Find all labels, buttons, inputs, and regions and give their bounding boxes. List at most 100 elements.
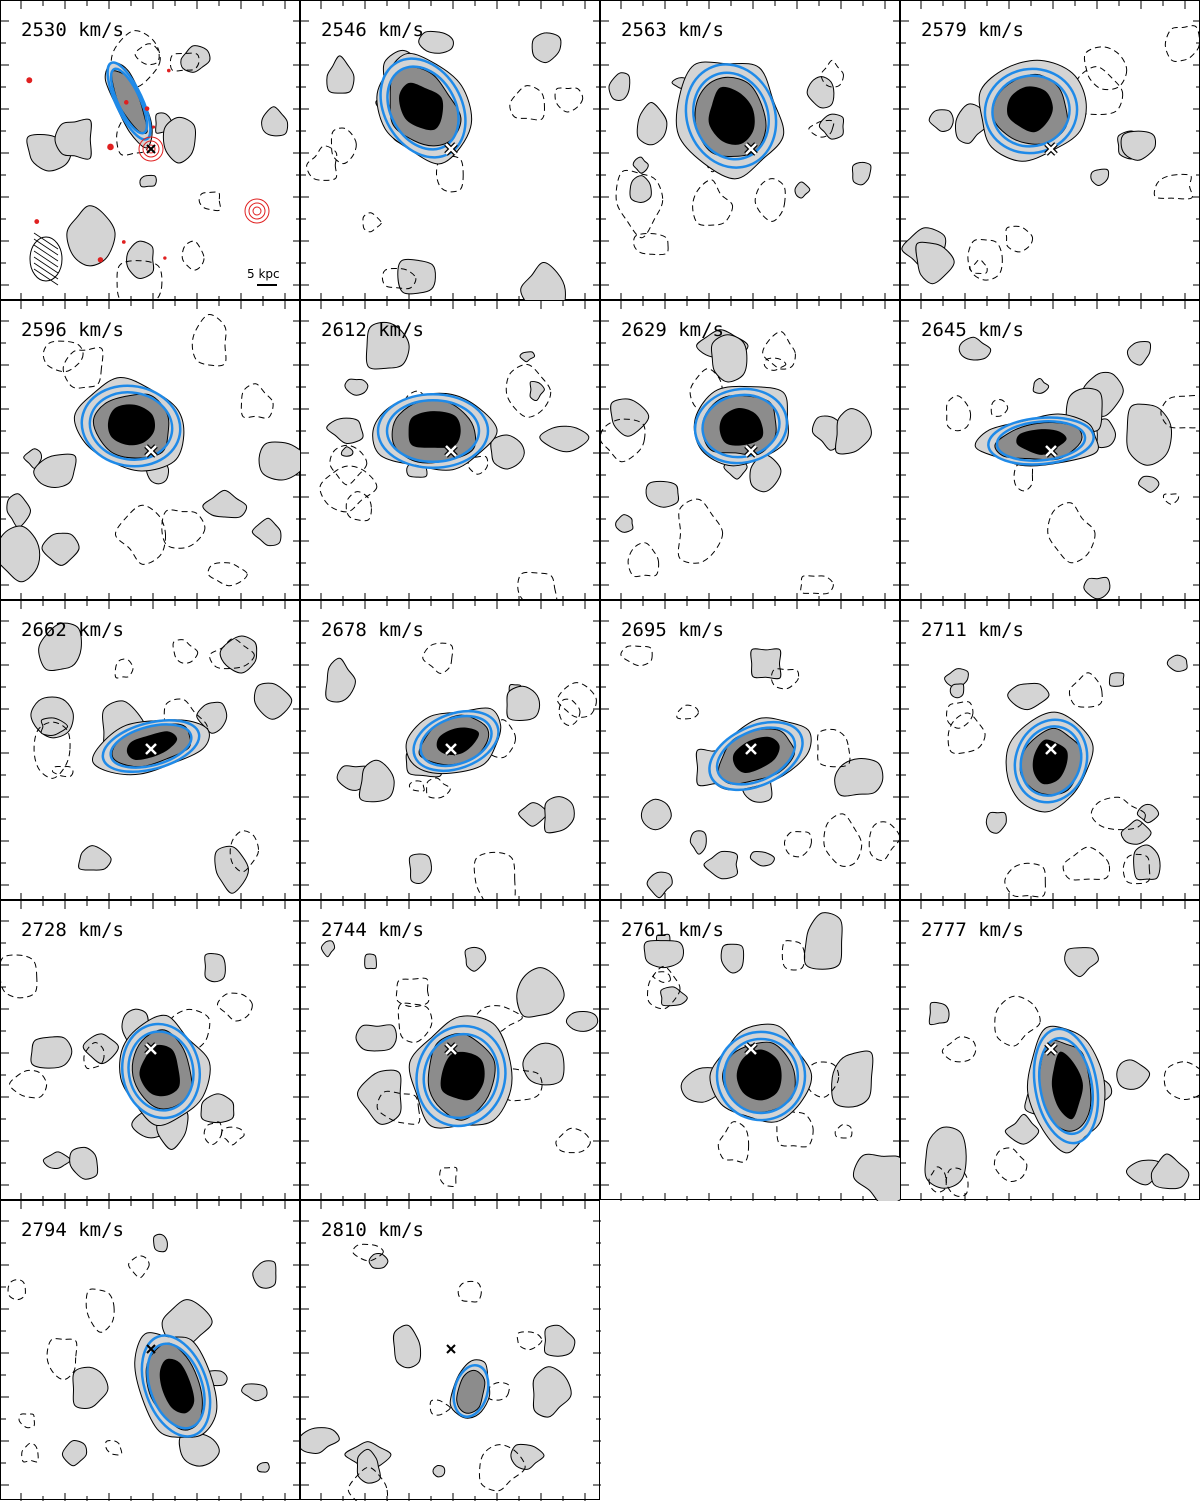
negative-noise-contour — [161, 509, 206, 549]
negative-noise-contour — [203, 1121, 223, 1146]
negative-noise-contour — [381, 267, 417, 290]
galaxy-center-marker — [144, 742, 158, 756]
channel-map — [301, 301, 601, 601]
negative-noise-contour — [8, 1069, 48, 1099]
negative-noise-contour — [33, 721, 71, 779]
negative-noise-contour — [1, 954, 38, 999]
axis-ticks — [301, 1, 601, 301]
channel-map — [1, 1, 301, 301]
positive-noise-contour — [539, 425, 590, 453]
positive-noise-contour — [615, 514, 634, 533]
model-contour-outer — [101, 719, 201, 773]
model-contour-inner — [127, 1030, 195, 1112]
emission-core — [408, 411, 461, 448]
model-contour-inner — [385, 398, 481, 464]
positive-noise-contour — [261, 106, 289, 137]
channel-panel: 2695 km/s — [600, 600, 901, 901]
model-contours — [708, 720, 804, 792]
velocity-label: 2579 km/s — [921, 19, 1024, 41]
model-contours — [983, 67, 1079, 155]
positive-noise-contour — [518, 802, 548, 827]
emission-core — [1051, 1051, 1083, 1120]
model-contour-outer — [1013, 718, 1089, 804]
positive-noise-contour — [40, 717, 69, 736]
positive-noise-contour — [365, 321, 410, 370]
model-contours — [412, 710, 500, 772]
emission-core — [708, 86, 755, 145]
noise-contours — [301, 1243, 576, 1501]
velocity-label: 2777 km/s — [921, 919, 1024, 941]
channel-panel: 2579 km/s — [900, 0, 1200, 301]
emission-core — [139, 1044, 180, 1097]
positive-noise-contour — [432, 1464, 446, 1478]
noise-contours — [643, 912, 901, 1201]
negative-noise-contour — [946, 701, 974, 729]
negative-noise-contour — [229, 830, 260, 873]
negative-noise-contour — [110, 30, 161, 89]
positive-noise-contour — [180, 45, 211, 73]
negative-noise-contour — [18, 1413, 35, 1429]
velocity-label: 2645 km/s — [921, 319, 1024, 341]
positive-noise-contour — [915, 241, 955, 285]
negative-noise-contour — [330, 127, 357, 165]
scale-bar-label: 5 kpc — [247, 267, 280, 281]
positive-noise-contour — [831, 1050, 874, 1108]
optical-source-dot — [34, 219, 40, 224]
positive-noise-contour — [356, 1448, 381, 1484]
positive-noise-contour — [241, 1383, 268, 1402]
positive-noise-contour — [565, 1010, 599, 1032]
positive-noise-contour — [1150, 1153, 1190, 1190]
negative-noise-contour — [804, 1061, 840, 1098]
positive-noise-contour — [66, 205, 116, 267]
negative-noise-contour — [352, 1243, 384, 1262]
negative-noise-contour — [329, 444, 368, 486]
optical-source-dot — [123, 100, 129, 105]
galaxy-center-marker — [1044, 142, 1058, 156]
axis-ticks — [301, 601, 601, 901]
negative-noise-contour — [781, 940, 806, 971]
velocity-label: 2563 km/s — [621, 19, 724, 41]
negative-noise-contour — [1005, 225, 1034, 253]
positive-noise-contour — [202, 489, 248, 519]
positive-noise-contour — [749, 850, 775, 867]
velocity-label: 2810 km/s — [321, 1219, 424, 1241]
positive-noise-contour — [196, 701, 228, 734]
negative-noise-contour — [345, 491, 372, 522]
channel-map — [901, 901, 1200, 1201]
model-contours — [1032, 1027, 1100, 1145]
negative-noise-contour — [422, 642, 454, 674]
negative-noise-contour — [191, 313, 227, 367]
positive-noise-contour — [162, 116, 196, 164]
axis-ticks — [901, 601, 1200, 901]
positive-noise-contour — [749, 454, 782, 493]
axis-ticks — [901, 1, 1200, 301]
positive-noise-contour — [949, 683, 965, 699]
model-contours — [1013, 718, 1089, 804]
positive-noise-contour — [325, 657, 356, 703]
channel-map — [301, 901, 601, 1201]
positive-noise-contour — [1032, 378, 1050, 394]
channel-map — [901, 1, 1200, 301]
positive-noise-contour — [1108, 672, 1125, 687]
negative-noise-contour — [181, 240, 205, 271]
negative-noise-contour — [1153, 173, 1193, 200]
velocity-label: 2629 km/s — [621, 319, 724, 341]
axis-ticks — [601, 601, 901, 901]
axis-ticks — [1, 601, 301, 901]
model-contours — [684, 63, 778, 169]
negative-noise-contour — [134, 43, 160, 66]
model-contours — [101, 719, 201, 773]
positive-noise-contour — [645, 480, 680, 508]
positive-noise-contour — [326, 417, 364, 444]
negative-noise-contour — [1163, 1061, 1200, 1101]
positive-noise-contour — [1126, 340, 1152, 366]
positive-noise-contour — [851, 161, 872, 186]
galaxy-center-marker — [444, 742, 458, 756]
positive-noise-contour — [1096, 418, 1117, 449]
positive-noise-contour — [750, 648, 782, 680]
negative-noise-contour — [1068, 672, 1103, 708]
source-emission — [376, 52, 473, 165]
channel-panel: 2662 km/s — [0, 600, 301, 901]
source-emission — [675, 61, 785, 180]
source-emission — [974, 413, 1099, 467]
